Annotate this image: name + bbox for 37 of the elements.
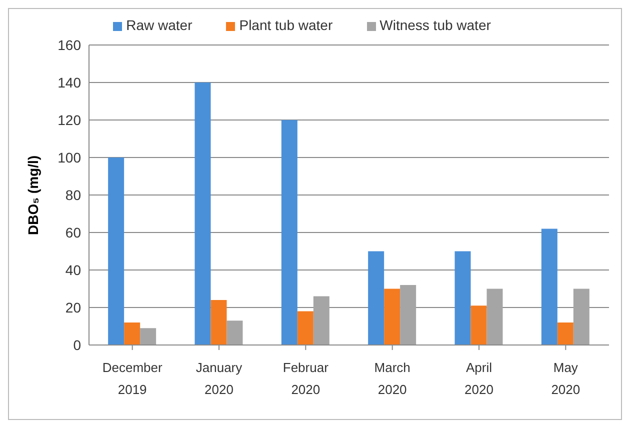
bar <box>368 251 384 345</box>
bar <box>313 296 330 345</box>
bar <box>297 311 314 345</box>
bar <box>226 320 243 345</box>
bar <box>541 228 558 345</box>
bar <box>108 158 124 345</box>
y-tick-label: 120 <box>58 112 82 128</box>
bar <box>210 300 227 345</box>
y-tick-label: 60 <box>65 224 82 240</box>
bar <box>140 328 156 345</box>
bar <box>454 251 471 345</box>
legend-label: Witness tub water <box>380 17 491 33</box>
bar <box>486 288 503 345</box>
x-tick-label: Februar 2020 <box>282 360 330 397</box>
bar <box>573 288 590 345</box>
y-tick-label: 100 <box>58 149 82 166</box>
x-tick-label: January 2020 <box>196 360 243 397</box>
bar <box>400 285 416 345</box>
y-tick-label: 40 <box>65 262 82 278</box>
x-tick-label: March 2020 <box>374 360 410 397</box>
legend-label: Plant tub water <box>239 17 333 33</box>
x-tick-label: December 2019 <box>102 360 163 397</box>
bar <box>557 322 574 345</box>
x-tick-label: April 2020 <box>464 360 494 397</box>
y-tick-label: 0 <box>73 336 82 353</box>
bar <box>281 120 298 345</box>
bar <box>194 82 211 345</box>
bar <box>470 306 487 345</box>
y-tick-label: 80 <box>65 186 82 203</box>
bar <box>384 288 400 345</box>
y-tick-label: 160 <box>58 36 82 53</box>
legend-label: Raw water <box>126 17 192 33</box>
bar <box>124 322 140 345</box>
y-axis-title: DBO₅ (mg/l) <box>24 155 41 235</box>
y-tick-label: 20 <box>65 299 82 316</box>
y-tick-label: 140 <box>58 74 82 90</box>
x-tick-label: May 2020 <box>551 360 580 397</box>
